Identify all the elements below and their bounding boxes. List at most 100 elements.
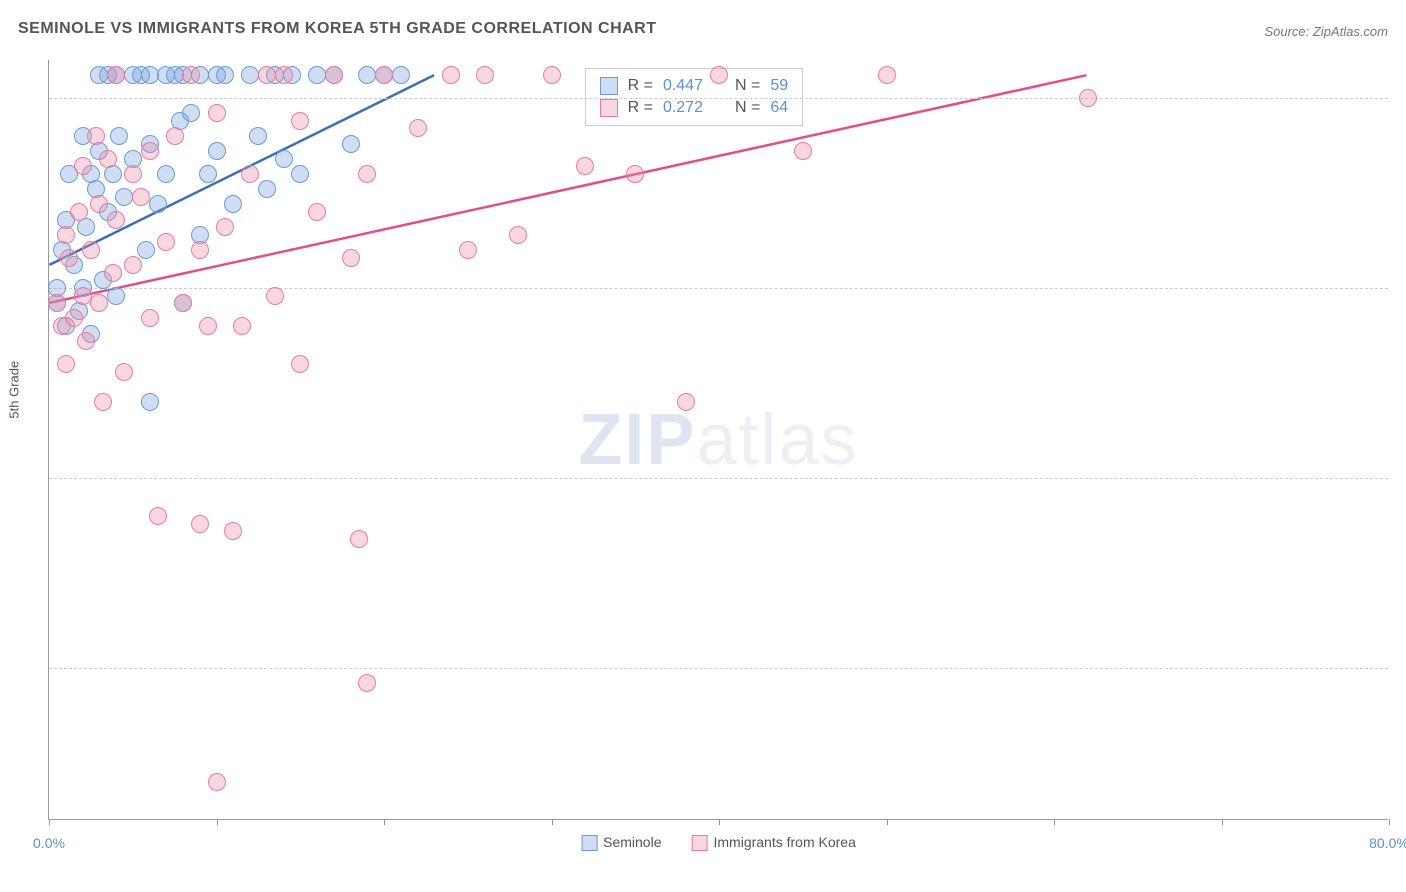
scatter-point	[275, 66, 293, 84]
stats-row: R = 0.447N = 59	[600, 75, 789, 97]
chart-title: SEMINOLE VS IMMIGRANTS FROM KOREA 5TH GR…	[18, 20, 657, 38]
scatter-point	[115, 188, 133, 206]
source-value: ZipAtlas.com	[1313, 24, 1388, 39]
scatter-point	[141, 309, 159, 327]
scatter-point	[74, 157, 92, 175]
scatter-point	[342, 135, 360, 153]
scatter-point	[308, 203, 326, 221]
x-tick	[384, 819, 385, 825]
scatter-point	[208, 142, 226, 160]
x-tick-label: 0.0%	[33, 835, 65, 851]
y-tick-label: 92.5%	[1393, 660, 1406, 676]
scatter-point	[241, 165, 259, 183]
scatter-point	[182, 66, 200, 84]
scatter-point	[342, 249, 360, 267]
scatter-point	[208, 773, 226, 791]
x-tick	[1222, 819, 1223, 825]
watermark-bold: ZIP	[578, 400, 696, 480]
scatter-point	[878, 66, 896, 84]
x-tick	[719, 819, 720, 825]
gridline-h	[49, 478, 1388, 479]
scatter-point	[48, 294, 66, 312]
scatter-point	[509, 226, 527, 244]
stats-r-label: R =	[628, 99, 653, 117]
legend-label: Seminole	[603, 834, 661, 850]
scatter-point	[199, 165, 217, 183]
scatter-point	[249, 127, 267, 145]
scatter-point	[459, 241, 477, 259]
scatter-point	[224, 195, 242, 213]
legend-swatch	[581, 835, 597, 851]
scatter-point	[358, 165, 376, 183]
scatter-point	[794, 142, 812, 160]
scatter-point	[87, 127, 105, 145]
scatter-point	[107, 66, 125, 84]
scatter-point	[677, 393, 695, 411]
y-axis-label: 5th Grade	[7, 361, 22, 419]
scatter-point	[241, 66, 259, 84]
scatter-point	[258, 180, 276, 198]
scatter-point	[543, 66, 561, 84]
gridline-h	[49, 288, 1388, 289]
stats-n-label: N =	[735, 77, 760, 95]
scatter-point	[375, 66, 393, 84]
scatter-point	[476, 66, 494, 84]
scatter-point	[141, 66, 159, 84]
bottom-legend: SeminoleImmigrants from Korea	[581, 834, 856, 851]
scatter-point	[137, 241, 155, 259]
scatter-point	[115, 363, 133, 381]
scatter-point	[157, 233, 175, 251]
legend-swatch	[692, 835, 708, 851]
scatter-point	[107, 287, 125, 305]
source-label: Source:	[1264, 24, 1312, 39]
scatter-point	[65, 309, 83, 327]
scatter-point	[224, 522, 242, 540]
scatter-point	[90, 195, 108, 213]
x-tick	[217, 819, 218, 825]
x-tick-label: 80.0%	[1369, 835, 1406, 851]
scatter-point	[141, 142, 159, 160]
scatter-point	[99, 150, 117, 168]
x-tick	[49, 819, 50, 825]
stats-r-value: 0.447	[663, 77, 703, 95]
scatter-point	[157, 165, 175, 183]
scatter-point	[191, 515, 209, 533]
stats-r-value: 0.272	[663, 99, 703, 117]
scatter-point	[94, 393, 112, 411]
x-tick	[1389, 819, 1390, 825]
scatter-point	[107, 211, 125, 229]
legend-item: Seminole	[581, 834, 661, 851]
stats-row: R = 0.272N = 64	[600, 97, 789, 119]
scatter-point	[166, 127, 184, 145]
x-tick	[887, 819, 888, 825]
scatter-point	[141, 393, 159, 411]
watermark: ZIPatlas	[578, 399, 858, 481]
scatter-point	[182, 104, 200, 122]
scatter-point	[710, 66, 728, 84]
scatter-point	[291, 355, 309, 373]
scatter-point	[358, 66, 376, 84]
scatter-point	[110, 127, 128, 145]
scatter-point	[358, 674, 376, 692]
scatter-point	[132, 188, 150, 206]
scatter-point	[90, 294, 108, 312]
scatter-point	[216, 66, 234, 84]
scatter-point	[124, 165, 142, 183]
scatter-point	[291, 165, 309, 183]
scatter-point	[74, 287, 92, 305]
stats-n-label: N =	[735, 99, 760, 117]
plot-area: ZIPatlas R = 0.447N = 59R = 0.272N = 64 …	[48, 60, 1388, 820]
x-tick	[552, 819, 553, 825]
scatter-point	[191, 241, 209, 259]
y-tick-label: 97.5%	[1393, 280, 1406, 296]
scatter-point	[77, 332, 95, 350]
scatter-point	[442, 66, 460, 84]
gridline-h	[49, 98, 1388, 99]
scatter-point	[70, 203, 88, 221]
legend-swatch	[600, 99, 618, 117]
scatter-point	[174, 294, 192, 312]
scatter-point	[392, 66, 410, 84]
trend-line	[49, 75, 1086, 303]
x-tick	[1054, 819, 1055, 825]
scatter-point	[350, 530, 368, 548]
